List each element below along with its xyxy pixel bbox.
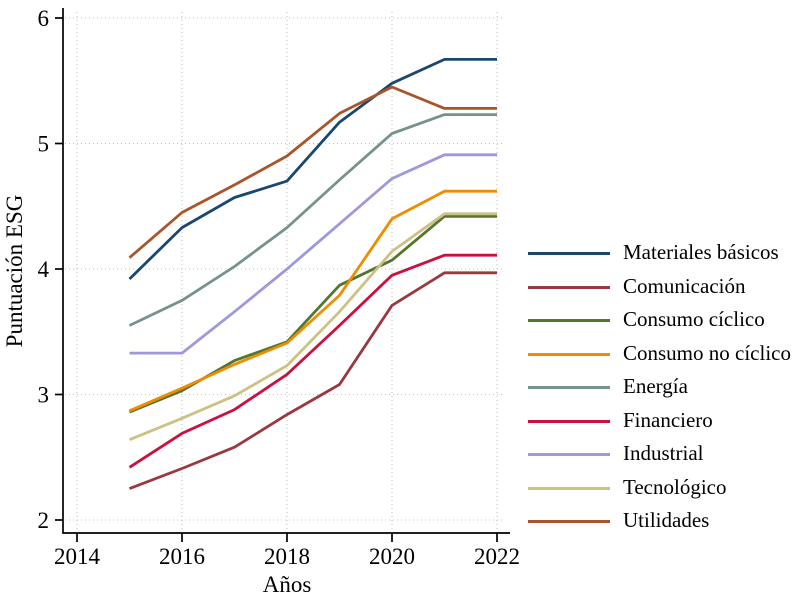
legend-swatch-consumo-ciclico [528,319,610,323]
legend-label: Consumo no cíclico [623,340,791,365]
legend-label: Consumo cíclico [623,307,765,332]
tick-labels: 2 3 4 5 6 2014 2016 2018 2020 2022 [38,6,521,569]
series-line-materiales-basicos [128,58,497,281]
y-axis-title: Puntuación ESG [2,195,27,348]
legend-item-financiero: Financiero [528,405,791,439]
legend-item-materiales-basicos: Materiales básicos [528,237,791,271]
series-lines [128,58,497,490]
legend-swatch-consumo-no-ciclico [528,352,610,356]
legend-swatch-financiero [528,419,610,423]
legend-swatch-industrial [528,453,610,457]
x-tick-label-2016: 2016 [159,544,205,569]
legend-label: Industrial [623,441,704,466]
legend-item-consumo-ciclico: Consumo cíclico [528,304,791,338]
legend-label: Comunicación [623,273,746,298]
legend-item-energia: Energía [528,371,791,405]
series-line-energia [128,113,497,327]
y-tick-label-4: 4 [38,257,50,282]
legend-swatch-materiales-basicos [528,252,610,256]
y-tick-label-5: 5 [38,132,50,157]
legend-label: Energía [623,374,688,399]
legend-swatch-tecnologico [528,486,610,490]
x-tick-label-2020: 2020 [369,544,415,569]
legend-item-industrial: Industrial [528,438,791,472]
legend-swatch-energia [528,386,610,390]
series-line-financiero [128,253,497,469]
gridlines [65,12,505,533]
legend-label: Tecnológico [623,474,727,499]
x-tick-label-2022: 2022 [474,544,520,569]
legend-label: Financiero [623,407,713,432]
x-axis-title: Años [263,572,312,597]
legend-swatch-comunicacion [528,285,610,289]
legend-item-comunicacion: Comunicación [528,271,791,305]
x-tick-label-2018: 2018 [264,544,310,569]
series-line-comunicacion [128,271,497,490]
series-line-tecnologico [128,212,497,441]
legend-item-consumo-no-ciclico: Consumo no cíclico [528,338,791,372]
y-tick-label-2: 2 [38,508,50,533]
legend-label: Materiales básicos [623,240,779,265]
axis-frame [62,8,510,534]
legend-item-tecnologico: Tecnológico [528,472,791,506]
legend-label: Utilidades [623,508,710,533]
legend-item-utilidades: Utilidades [528,505,791,539]
axis-ticks [55,17,498,542]
series-line-industrial [129,153,497,355]
y-tick-label-3: 3 [38,383,50,408]
legend-swatch-utilidades [528,520,610,524]
y-tick-label-6: 6 [38,6,50,31]
x-tick-label-2014: 2014 [54,544,101,569]
series-line-consumo-no-ciclico [128,189,497,413]
series-line-utilidades [128,85,497,259]
legend: Materiales básicos Comunicación Consumo cí… [528,237,791,539]
